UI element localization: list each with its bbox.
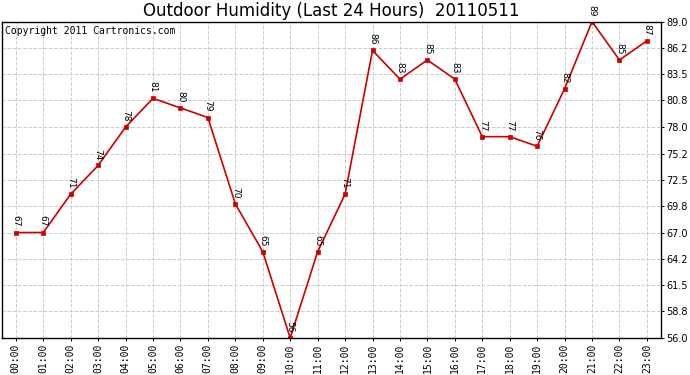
Text: 74: 74 [94, 148, 103, 160]
Text: 85: 85 [615, 43, 624, 54]
Text: 76: 76 [533, 129, 542, 141]
Text: 56: 56 [286, 321, 295, 332]
Text: Copyright 2011 Cartronics.com: Copyright 2011 Cartronics.com [6, 26, 176, 36]
Text: 81: 81 [148, 81, 157, 93]
Text: 89: 89 [587, 4, 597, 16]
Text: 65: 65 [313, 235, 322, 246]
Text: 67: 67 [39, 216, 48, 227]
Text: 82: 82 [560, 72, 569, 83]
Text: 70: 70 [231, 187, 240, 198]
Text: 78: 78 [121, 110, 130, 122]
Text: 67: 67 [11, 216, 20, 227]
Text: 77: 77 [477, 120, 486, 131]
Text: 71: 71 [66, 177, 75, 189]
Text: 86: 86 [368, 33, 377, 45]
Text: 85: 85 [423, 43, 432, 54]
Text: 77: 77 [505, 120, 514, 131]
Text: 80: 80 [176, 91, 185, 102]
Text: 83: 83 [451, 62, 460, 74]
Text: 65: 65 [258, 235, 267, 246]
Title: Outdoor Humidity (Last 24 Hours)  20110511: Outdoor Humidity (Last 24 Hours) 2011051… [143, 2, 520, 20]
Text: 71: 71 [341, 177, 350, 189]
Text: 83: 83 [395, 62, 404, 74]
Text: 79: 79 [204, 100, 213, 112]
Text: 87: 87 [642, 24, 651, 35]
